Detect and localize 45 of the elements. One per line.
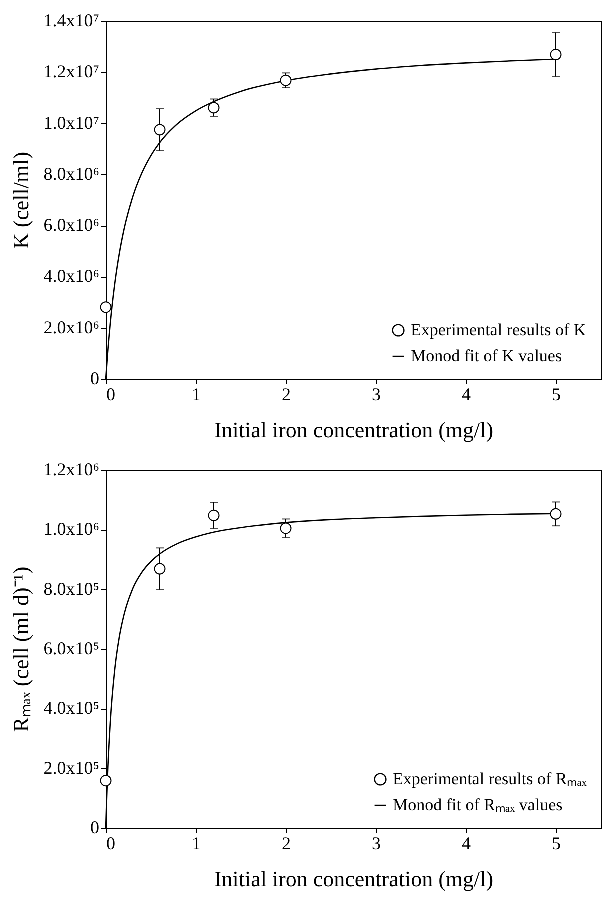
x-tick-label: 5: [552, 834, 561, 854]
y-tick-label: 1.4x10⁷: [44, 10, 100, 30]
point: [208, 510, 220, 522]
x-tick-label: 4: [462, 834, 471, 854]
x-tick-label: 2: [282, 384, 291, 404]
y-tick-label: 8.0x10⁶: [44, 164, 100, 184]
legend-label: Monod fit of K values: [411, 346, 562, 366]
x-tick-label: 1: [192, 834, 201, 854]
point: [154, 563, 166, 575]
point: [550, 508, 562, 520]
y-tick-label: 6.0x10⁶: [44, 215, 100, 236]
y-tick-label: 1.2x10⁷: [44, 62, 100, 82]
y-tick-label: 1.2x10⁶: [44, 460, 100, 480]
y-tick-label: 6.0x10⁵: [44, 638, 100, 658]
point: [550, 49, 562, 60]
point: [100, 302, 112, 314]
x-tick-label: 2: [282, 834, 291, 854]
x-tick-label: 5: [552, 384, 561, 404]
x-tick-label: 3: [372, 384, 381, 404]
x-axis-title: Initial iron concentration (mg/l): [214, 866, 494, 892]
legend-label: Experimental results of Rₘₐₓ: [393, 770, 587, 788]
x-tick-label: 1: [192, 384, 201, 404]
legend-label: Experimental results of K: [411, 320, 587, 340]
x-tick-label: 0: [106, 834, 116, 854]
x-tick-label: 4: [462, 384, 471, 404]
y-tick-label: 4.0x10⁵: [44, 698, 100, 718]
point: [280, 74, 292, 86]
legend-label: Monod fit of Rₘₐₓ values: [393, 796, 563, 814]
x-axis-title: Initial iron concentration (mg/l): [214, 418, 494, 442]
y-tick-label: 0: [90, 368, 100, 388]
y-axis-title: K (cell/ml): [8, 152, 34, 250]
x-tick-label: 0: [106, 384, 116, 404]
y-tick-label: 1.0x10⁷: [44, 112, 100, 133]
y-tick-label: 0: [90, 818, 100, 838]
y-tick-label: 8.0x10⁵: [44, 578, 100, 599]
y-axis-title: Rₘₐₓ (cell (ml d)⁻¹): [8, 566, 34, 732]
y-tick-label: 1.0x10⁶: [44, 519, 100, 540]
point: [280, 522, 292, 534]
y-tick-label: 4.0x10⁶: [44, 266, 100, 286]
x-tick-label: 3: [372, 834, 381, 854]
point: [100, 775, 112, 787]
y-tick-label: 2.0x10⁶: [44, 317, 100, 338]
point: [208, 102, 220, 114]
y-tick-label: 2.0x10⁵: [44, 758, 100, 778]
point: [154, 124, 166, 136]
